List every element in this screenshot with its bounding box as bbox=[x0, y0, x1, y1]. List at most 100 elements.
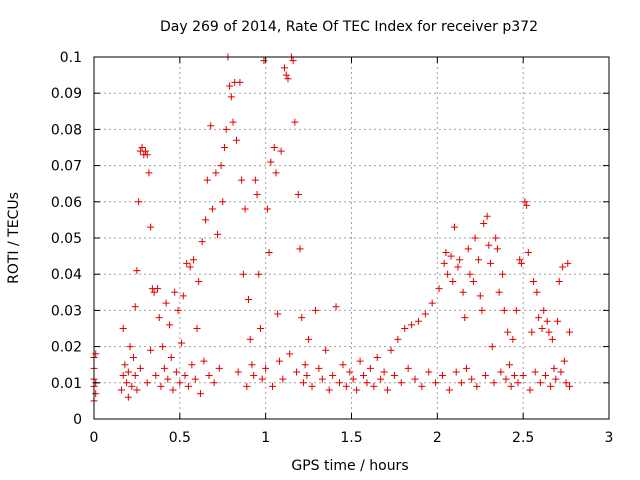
data-point bbox=[318, 375, 326, 383]
data-point bbox=[172, 368, 180, 376]
data-point bbox=[303, 372, 311, 380]
data-point bbox=[181, 372, 189, 380]
data-point bbox=[147, 346, 155, 354]
data-point bbox=[545, 328, 553, 336]
data-point bbox=[135, 198, 143, 206]
data-point bbox=[155, 314, 163, 322]
data-point bbox=[547, 382, 555, 390]
data-point bbox=[232, 136, 240, 144]
data-point bbox=[214, 230, 222, 238]
data-point bbox=[123, 379, 131, 387]
y-tick-label: 0.1 bbox=[60, 50, 82, 66]
data-point bbox=[335, 379, 343, 387]
data-point bbox=[485, 241, 493, 249]
data-point bbox=[205, 372, 213, 380]
data-point bbox=[346, 368, 354, 376]
data-point bbox=[245, 296, 252, 304]
data-point bbox=[438, 372, 446, 380]
data-point bbox=[277, 147, 285, 155]
data-point bbox=[511, 372, 519, 380]
data-point bbox=[524, 248, 532, 256]
data-point bbox=[394, 335, 402, 343]
data-point bbox=[169, 386, 177, 394]
data-point bbox=[360, 372, 368, 380]
data-point bbox=[380, 368, 388, 376]
data-point bbox=[293, 368, 301, 376]
data-point bbox=[526, 386, 534, 394]
data-point bbox=[566, 382, 574, 390]
data-point bbox=[138, 144, 146, 151]
data-point bbox=[459, 288, 467, 296]
data-point bbox=[377, 375, 385, 383]
data-point bbox=[200, 357, 208, 365]
data-point bbox=[440, 259, 448, 267]
data-point bbox=[517, 259, 525, 267]
data-point bbox=[147, 223, 155, 231]
data-point bbox=[193, 325, 201, 332]
data-point bbox=[294, 191, 302, 199]
data-point bbox=[226, 82, 234, 90]
data-point bbox=[523, 201, 531, 209]
data-point bbox=[442, 248, 450, 256]
gridlines bbox=[94, 57, 609, 419]
data-point bbox=[176, 379, 184, 387]
y-tick-label: 0.01 bbox=[51, 376, 82, 392]
data-point bbox=[305, 335, 313, 343]
data-point bbox=[191, 375, 199, 383]
axis-ticks bbox=[93, 56, 610, 420]
data-point bbox=[142, 147, 149, 155]
data-point bbox=[164, 375, 172, 383]
data-point bbox=[418, 382, 426, 390]
y-tick-label: 0 bbox=[73, 412, 82, 428]
data-point bbox=[117, 386, 125, 394]
data-point bbox=[451, 223, 458, 231]
data-point bbox=[535, 314, 543, 322]
data-point bbox=[408, 321, 416, 329]
y-tick-label: 0.02 bbox=[51, 340, 82, 356]
data-point bbox=[258, 375, 266, 383]
data-point bbox=[531, 368, 539, 376]
x-tick-label: 3 bbox=[605, 430, 614, 446]
y-tick-label: 0.09 bbox=[51, 86, 82, 102]
data-point bbox=[421, 310, 429, 318]
data-point bbox=[128, 382, 136, 390]
data-point bbox=[174, 306, 182, 314]
data-point bbox=[150, 288, 158, 296]
data-point bbox=[289, 57, 297, 65]
data-point bbox=[548, 335, 556, 343]
data-point bbox=[196, 390, 204, 398]
y-tick-label: 0.03 bbox=[51, 303, 82, 319]
data-point bbox=[145, 169, 153, 177]
data-point bbox=[456, 256, 464, 264]
data-point bbox=[449, 277, 457, 285]
data-point bbox=[480, 220, 488, 228]
data-point bbox=[529, 277, 537, 285]
data-point bbox=[481, 372, 489, 380]
data-point bbox=[495, 288, 503, 296]
data-point bbox=[131, 303, 139, 311]
data-point bbox=[555, 277, 563, 285]
data-point bbox=[217, 162, 225, 170]
data-point bbox=[121, 361, 129, 369]
data-point bbox=[119, 325, 127, 332]
data-point bbox=[286, 350, 294, 358]
data-point bbox=[234, 368, 242, 376]
data-point bbox=[432, 379, 440, 387]
data-point bbox=[171, 288, 179, 296]
data-point bbox=[457, 379, 465, 387]
x-tick-label: 2.5 bbox=[512, 430, 534, 446]
data-point bbox=[248, 361, 256, 369]
data-point bbox=[92, 390, 100, 398]
x-tick-label: 1 bbox=[261, 430, 270, 446]
data-point bbox=[279, 375, 287, 383]
data-point bbox=[464, 245, 472, 253]
data-point bbox=[152, 372, 160, 380]
data-point bbox=[129, 353, 137, 361]
data-points bbox=[90, 53, 574, 405]
data-point bbox=[566, 328, 574, 336]
y-tick-label: 0.05 bbox=[51, 231, 82, 247]
data-point bbox=[397, 379, 405, 387]
data-point bbox=[208, 205, 216, 213]
data-point bbox=[466, 270, 474, 278]
data-point bbox=[241, 205, 249, 213]
